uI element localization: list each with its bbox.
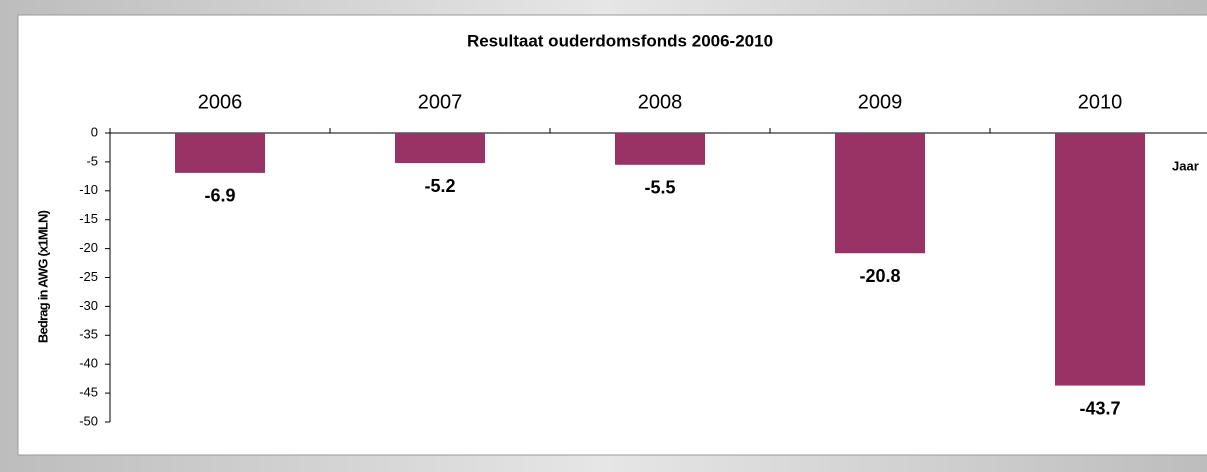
x-tick-label: 2009 bbox=[858, 91, 903, 113]
chart-panel bbox=[17, 14, 1207, 456]
x-tick-label: 2010 bbox=[1078, 91, 1123, 113]
bar bbox=[1055, 133, 1145, 386]
y-tick-label: 0 bbox=[91, 124, 98, 139]
y-tick-label: -50 bbox=[79, 413, 98, 428]
data-label: -5.2 bbox=[424, 176, 455, 196]
y-tick-label: -30 bbox=[79, 298, 98, 313]
y-tick-label: -25 bbox=[79, 269, 98, 284]
y-tick-label: -35 bbox=[79, 327, 98, 342]
bar bbox=[615, 133, 705, 165]
bar bbox=[395, 133, 485, 164]
y-axis-label: Bedrag in AWG (x1MLN) bbox=[35, 210, 50, 343]
x-tick-label: 2007 bbox=[418, 91, 463, 113]
y-tick-label: -45 bbox=[79, 385, 98, 400]
y-tick-label: -10 bbox=[79, 182, 98, 197]
chart-title: Resultaat ouderdomsfonds 2006-2010 bbox=[467, 31, 773, 50]
y-tick-label: -20 bbox=[79, 240, 98, 255]
bar bbox=[175, 133, 265, 173]
y-tick-label: -40 bbox=[79, 356, 98, 371]
y-tick-label: -5 bbox=[86, 153, 98, 168]
x-axis-label: Jaar bbox=[1172, 158, 1199, 173]
x-tick-label: 2008 bbox=[638, 91, 683, 113]
data-label: -5.5 bbox=[644, 178, 675, 198]
bar bbox=[835, 133, 925, 254]
data-label: -20.8 bbox=[859, 266, 900, 286]
data-label: -6.9 bbox=[204, 186, 235, 206]
x-tick-label: 2006 bbox=[198, 91, 243, 113]
data-label: -43.7 bbox=[1079, 398, 1120, 418]
y-tick-label: -15 bbox=[79, 211, 98, 226]
